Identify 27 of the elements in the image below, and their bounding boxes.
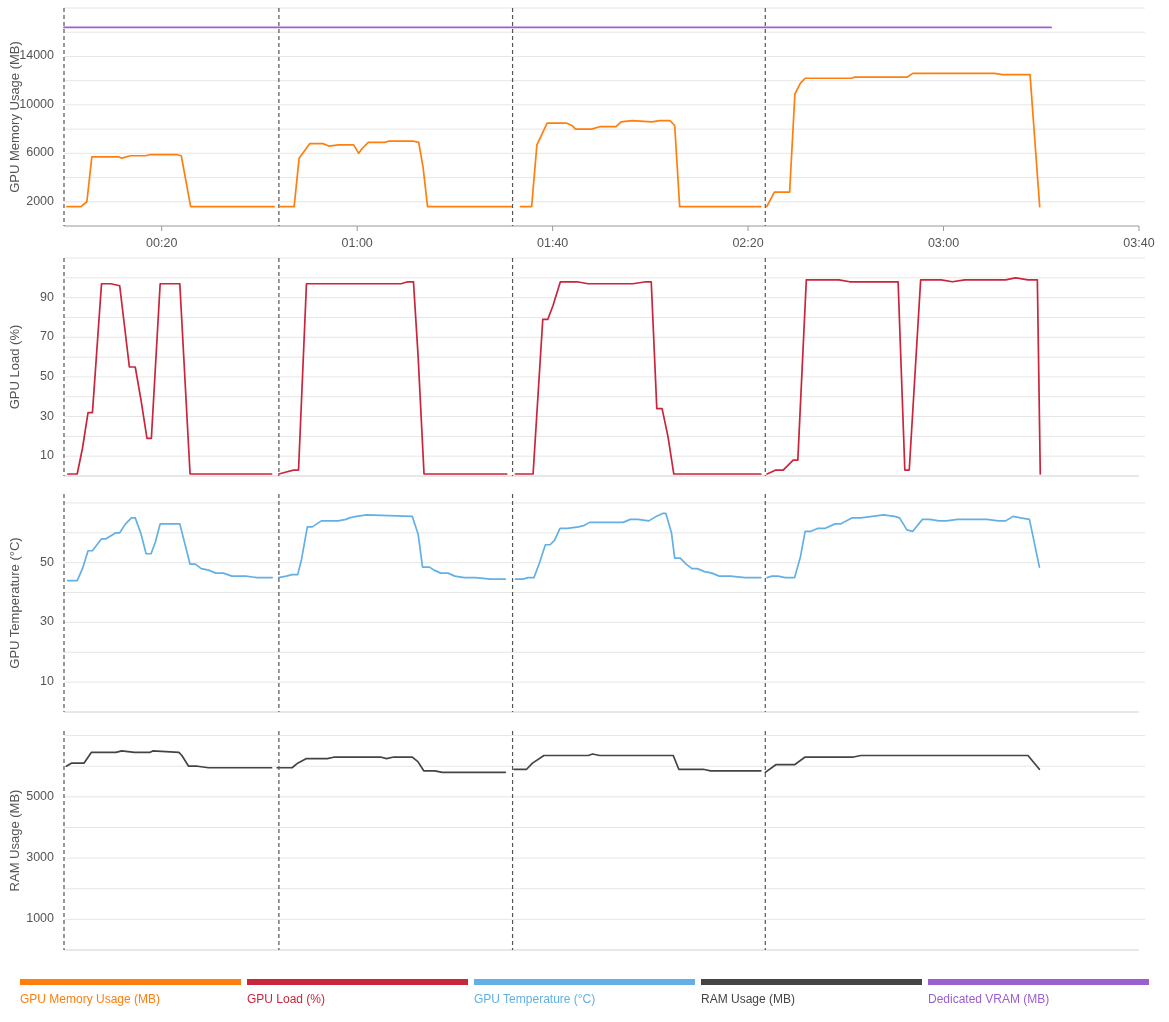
text: GPU Memory Usage (MB) <box>20 992 161 1007</box>
y-tick-label: 10 <box>40 448 55 463</box>
y-axis-title: GPU Load (%) <box>7 324 23 410</box>
x-tick-label: 01:00 <box>341 236 373 251</box>
x-tick-label: 00:20 <box>146 236 178 251</box>
text: GPU Load (%) <box>247 992 326 1007</box>
x-tick-label: 03:40 <box>1123 236 1155 251</box>
y-tick-label: 30 <box>40 408 55 423</box>
y-tick-label: 50 <box>40 554 55 569</box>
y-tick-label: 70 <box>40 329 55 344</box>
x-tick-label: 01:40 <box>537 236 569 251</box>
text: Dedicated VRAM (MB) <box>928 992 1050 1007</box>
y-tick-label: 5000 <box>26 789 55 804</box>
x-tick-label: 03:00 <box>927 236 960 251</box>
y-tick-label: 50 <box>40 369 55 384</box>
y-tick-label: 30 <box>40 614 55 629</box>
y-axis-title: RAM Usage (MB) <box>7 789 23 892</box>
text: RAM Usage (MB) <box>701 992 796 1007</box>
x-tick-label: 02:20 <box>732 236 764 251</box>
y-tick-label: 1000 <box>26 911 55 926</box>
y-tick-label: 10 <box>40 674 55 689</box>
y-axis-title: GPU Temperature (°C) <box>7 537 23 669</box>
y-tick-label: 3000 <box>26 850 55 865</box>
y-tick-label: 90 <box>40 289 55 304</box>
y-tick-label: 2000 <box>26 194 55 209</box>
y-tick-label: 6000 <box>26 145 55 160</box>
text: GPU Temperature (°C) <box>474 992 596 1007</box>
